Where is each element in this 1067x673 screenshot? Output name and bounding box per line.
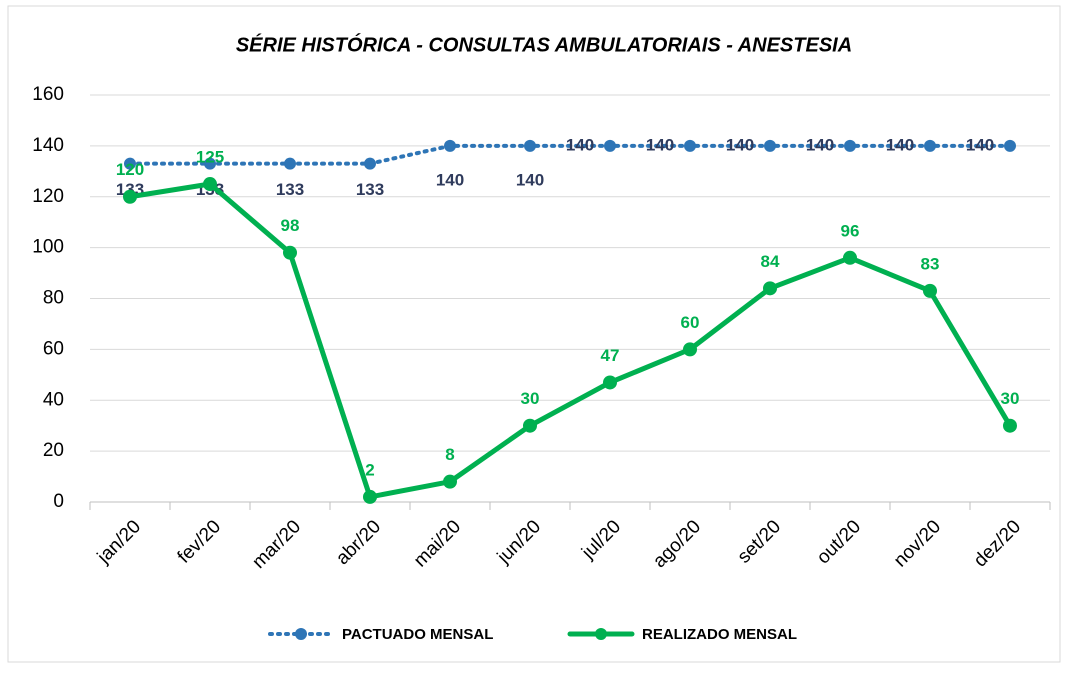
- data-label: 140: [516, 170, 544, 189]
- point: [844, 139, 856, 152]
- legend-marker: [295, 628, 307, 640]
- point: [363, 489, 377, 504]
- y-tick-label: 160: [32, 84, 64, 105]
- point: [124, 157, 136, 170]
- point: [843, 250, 857, 265]
- point: [283, 245, 297, 260]
- point: [364, 157, 376, 170]
- point: [923, 283, 937, 298]
- data-label: 30: [1001, 389, 1020, 408]
- data-label: 140: [436, 170, 464, 189]
- point: [683, 342, 697, 357]
- chart-border: [7, 5, 1061, 663]
- y-tick-label: 120: [32, 186, 64, 207]
- y-tick-label: 20: [43, 440, 64, 461]
- point: [604, 139, 616, 152]
- point: [123, 189, 137, 204]
- data-label: 47: [601, 346, 620, 365]
- y-tick-label: 140: [32, 135, 64, 156]
- legend-label: REALIZADO MENSAL: [642, 626, 797, 643]
- data-label: 60: [681, 313, 700, 332]
- series-line: [127, 181, 1013, 500]
- point: [444, 139, 456, 152]
- data-label: 133: [356, 180, 384, 199]
- series-line: [128, 143, 1012, 166]
- data-label: 140: [886, 135, 914, 154]
- data-label: 2: [365, 460, 374, 479]
- data-label: 140: [806, 135, 834, 154]
- y-tick-label: 80: [43, 288, 64, 309]
- data-label: 8: [445, 445, 454, 464]
- y-tick-label: 0: [53, 491, 64, 512]
- point: [443, 474, 457, 489]
- chart-title: SÉRIE HISTÓRICA - CONSULTAS AMBULATORIAI…: [236, 32, 852, 56]
- data-label: 140: [566, 135, 594, 154]
- data-label: 96: [841, 221, 860, 240]
- point: [764, 139, 776, 152]
- point: [1003, 418, 1017, 433]
- legend-label: PACTUADO MENSAL: [342, 626, 493, 643]
- point: [284, 157, 296, 170]
- point: [1004, 139, 1016, 152]
- data-label: 140: [726, 135, 754, 154]
- data-label: 84: [761, 252, 780, 271]
- point: [523, 418, 537, 433]
- legend-marker: [595, 628, 607, 640]
- data-label: 125: [196, 148, 224, 167]
- point: [684, 139, 696, 152]
- y-tick-label: 100: [32, 237, 64, 258]
- data-label: 98: [281, 216, 300, 235]
- data-label: 83: [921, 254, 940, 273]
- data-label: 140: [966, 135, 994, 154]
- point: [924, 139, 936, 152]
- y-tick-label: 40: [43, 389, 64, 410]
- point: [524, 139, 536, 152]
- y-tick-label: 60: [43, 338, 64, 359]
- data-label: 120: [116, 160, 144, 179]
- data-label: 140: [646, 135, 674, 154]
- data-label: 133: [276, 180, 304, 199]
- point: [603, 375, 617, 390]
- point: [203, 177, 217, 192]
- point: [204, 157, 216, 170]
- point: [763, 281, 777, 296]
- data-label: 30: [521, 389, 540, 408]
